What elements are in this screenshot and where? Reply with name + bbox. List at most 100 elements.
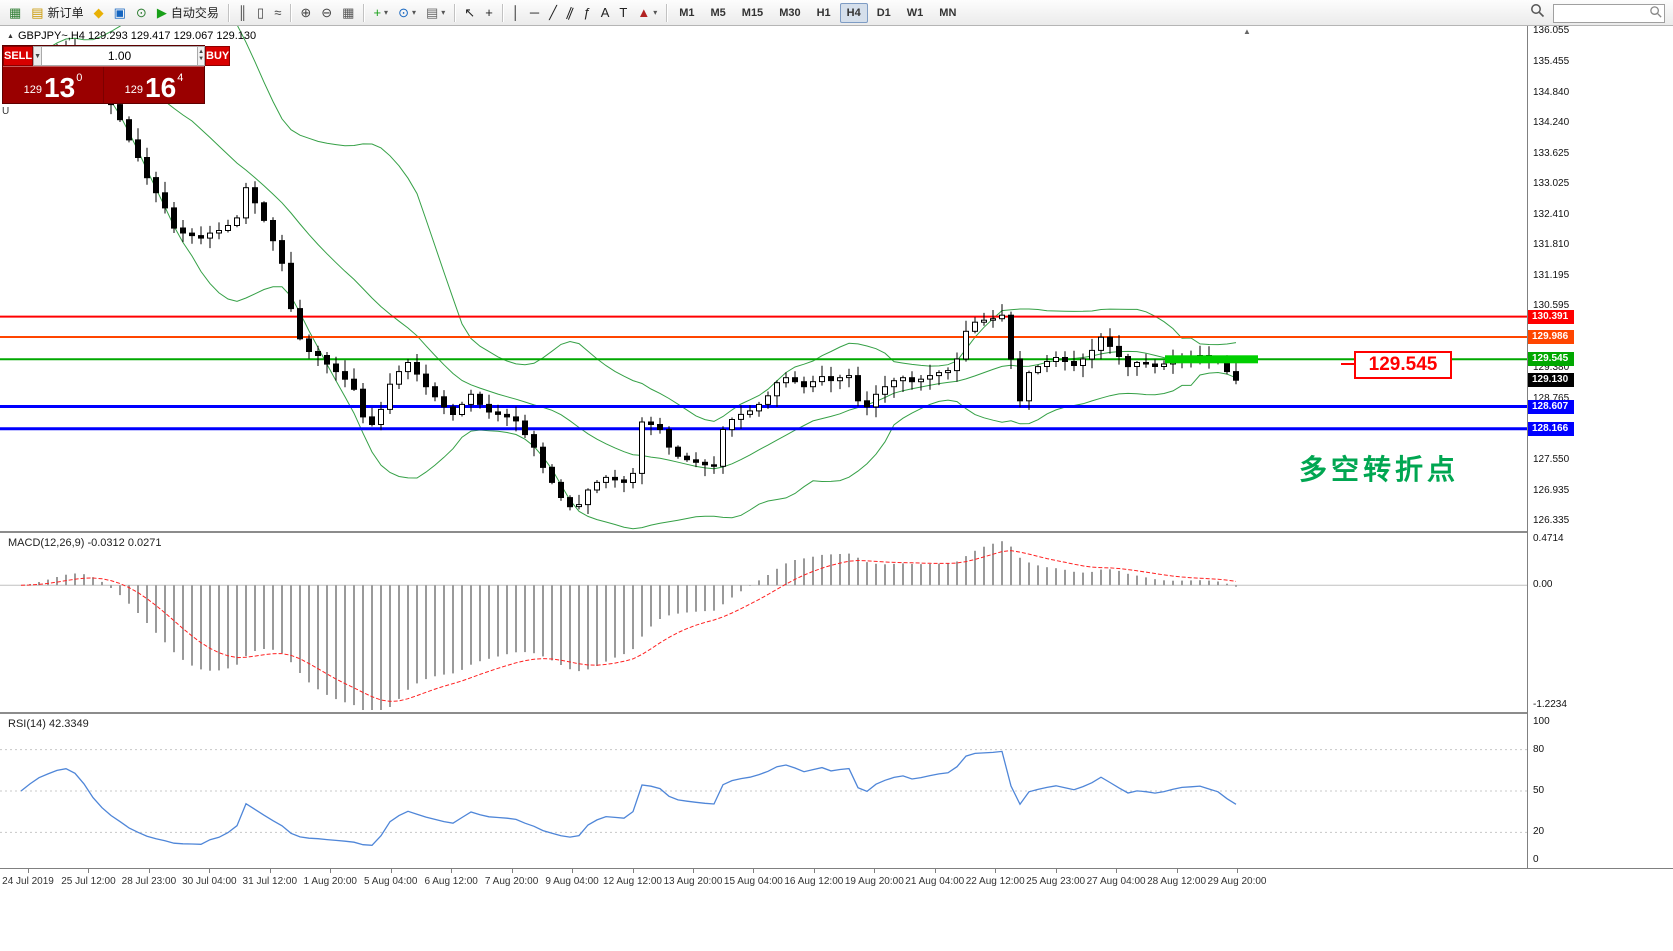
rsi-panel[interactable] [0,715,1527,868]
fibonacci-button[interactable]: ƒ [578,2,595,24]
periods-dropdown-icon[interactable]: ▾ [411,8,416,17]
line-chart-button[interactable]: ≈ [269,2,286,24]
macd-panel[interactable] [0,534,1527,712]
cursor-icon: ↖ [464,5,476,20]
time-axis-label: 22 Aug 12:00 [965,876,1025,887]
price-axis-label: 131.195 [1533,270,1570,282]
arrows-button[interactable]: ▲ ▾ [632,2,662,24]
turning-point-label[interactable]: 多空转折点 [1299,454,1460,485]
time-axis-label: 24 Jul 2019 [2,876,54,887]
metaeditor-button[interactable]: ◆ [89,2,109,24]
autotrading-icon: ▶ [156,5,167,20]
time-axis[interactable]: 24 Jul 2019 25 Jul 12:00 28 Jul 23:00 30 Ju… [0,868,1673,892]
toolbar-buttons: ▦ ▤ 新订单 ◆ ▣ ⊙ ▶ 自动交易 ║ ▯ ≈ ⊕ ⊖ ▦ + ▾ ⊙ ▾ ▤ ▾ ↖ + │ ─ ╱ ∥ ƒ A T ▲ ▾ M1 M5… [4,0,964,25]
volume-input[interactable] [42,46,199,66]
periods-button[interactable]: ⊙ ▾ [393,2,421,24]
time-tick [995,869,997,873]
volume-dropdown-button[interactable]: ▼ [33,46,43,66]
indicators-button[interactable]: + ▾ [368,2,393,24]
price-axis-label: 126.935 [1533,484,1570,496]
equidistant-channel-button[interactable]: ∥ [562,2,579,24]
tile-windows-button[interactable]: ▦ [337,2,359,24]
navigator-button[interactable]: ⊙ [131,2,152,24]
price-axis-label: 133.025 [1533,177,1570,189]
new-chart-button[interactable]: ▦ [4,2,26,24]
timeframe-h4-button[interactable]: H4 [839,2,868,23]
macd-axis-label: 0.4714 [1533,533,1564,545]
time-axis-label: 15 Aug 04:00 [723,876,783,887]
one-click-collapse-icon[interactable]: ▲ [7,32,14,40]
sell-button[interactable]: SELL [3,46,34,66]
search-input[interactable] [1553,3,1665,23]
vertical-line-button[interactable]: │ [507,2,525,24]
support-highlight-band[interactable] [1165,355,1258,364]
panel-separator[interactable] [0,531,1673,533]
time-axis-label: 9 Aug 04:00 [545,876,599,887]
rsi-axis-label: 100 [1533,716,1550,727]
price-tag-level: 129.986 [1528,330,1574,345]
autotrading-button[interactable]: ▶ 自动交易 [152,2,224,24]
zoom-out-icon: ⊖ [321,5,333,20]
time-axis-label: 6 Aug 12:00 [424,876,478,887]
new-order-button[interactable]: ▤ 新订单 [26,2,88,24]
timeframe-m1-button[interactable]: M1 [679,6,695,19]
sell-price-display[interactable]: 129 13 0 [3,67,104,103]
equidistant-channel-icon: ∥ [564,4,577,21]
templates-dropdown-icon[interactable]: ▾ [441,8,446,17]
candlestick-chart[interactable] [0,26,1527,531]
indicators-dropdown-icon[interactable]: ▾ [384,8,389,17]
time-axis-label: 29 Aug 20:00 [1207,876,1267,887]
zoom-out-button[interactable]: ⊖ [316,2,337,24]
timeframe-d1-button[interactable]: D1 [876,6,891,19]
bar-chart-button[interactable]: ║ [233,2,252,24]
horizontal-line-button[interactable]: ─ [525,2,544,24]
zoom-in-button[interactable]: ⊕ [295,2,316,24]
time-tick [451,869,453,873]
search-icon[interactable] [1530,3,1545,23]
time-tick [209,869,211,873]
price-axis-label: 126.335 [1533,514,1570,526]
timeframe-m30-button[interactable]: M30 [779,6,801,19]
cursor-button[interactable]: ↖ [459,2,480,24]
timeframe-m15-button[interactable]: M15 [741,6,764,19]
buy-price-big: 16 [145,71,177,103]
time-axis-label: 25 Aug 23:00 [1026,876,1086,887]
metaeditor-icon: ◆ [93,5,104,20]
bar-chart-icon: ║ [237,5,248,20]
buy-button[interactable]: BUY [205,46,231,66]
price-axis[interactable]: 0.4714 0.00 -1.2234 100 80 50 20 0 136.055 135.45… [1527,25,1673,868]
templates-button[interactable]: ▤ ▾ [421,2,450,24]
timeframe-h1-button[interactable]: H1 [816,6,831,19]
object-label: U [2,106,10,117]
time-tick [1237,869,1238,873]
time-tick [813,869,815,873]
buy-price-display[interactable]: 129 16 4 [104,67,204,103]
time-tick [1055,869,1057,873]
price-axis-label: 132.410 [1533,208,1570,220]
timeframe-m5-button[interactable]: M5 [710,6,726,19]
price-annotation[interactable]: 129.545 [1354,351,1452,379]
crosshair-button[interactable]: + [480,2,498,24]
time-tick [934,869,936,873]
time-tick [1176,869,1178,873]
panel-separator[interactable] [0,712,1673,714]
bollinger-middle-band [20,56,1237,470]
symbol-ohlc-text: GBPJPY~,H4 129.293 129.417 129.067 129.1… [17,30,257,42]
candlestick-chart-button[interactable]: ▯ [252,2,269,24]
text-button[interactable]: A [596,2,615,24]
price-tag-level: 130.391 [1528,309,1574,324]
text-label-button[interactable]: T [614,2,632,24]
volume-stepper[interactable]: ▲ ▼ [198,46,206,66]
crosshair-icon: + [485,5,493,20]
timeframe-mn-button[interactable]: MN [939,6,957,19]
time-tick [511,869,513,873]
bollinger-lower-band [20,73,1237,530]
arrows-dropdown-icon[interactable]: ▾ [653,8,658,17]
macd-axis-label: -1.2234 [1533,699,1567,711]
trendline-button[interactable]: ╱ [544,2,562,24]
vertical-line-icon: │ [511,5,520,20]
timeframe-w1-button[interactable]: W1 [906,6,924,19]
market-watch-button[interactable]: ▣ [109,2,131,24]
trendline-icon: ╱ [549,5,557,20]
price-tag-level: 129.545 [1528,352,1574,367]
